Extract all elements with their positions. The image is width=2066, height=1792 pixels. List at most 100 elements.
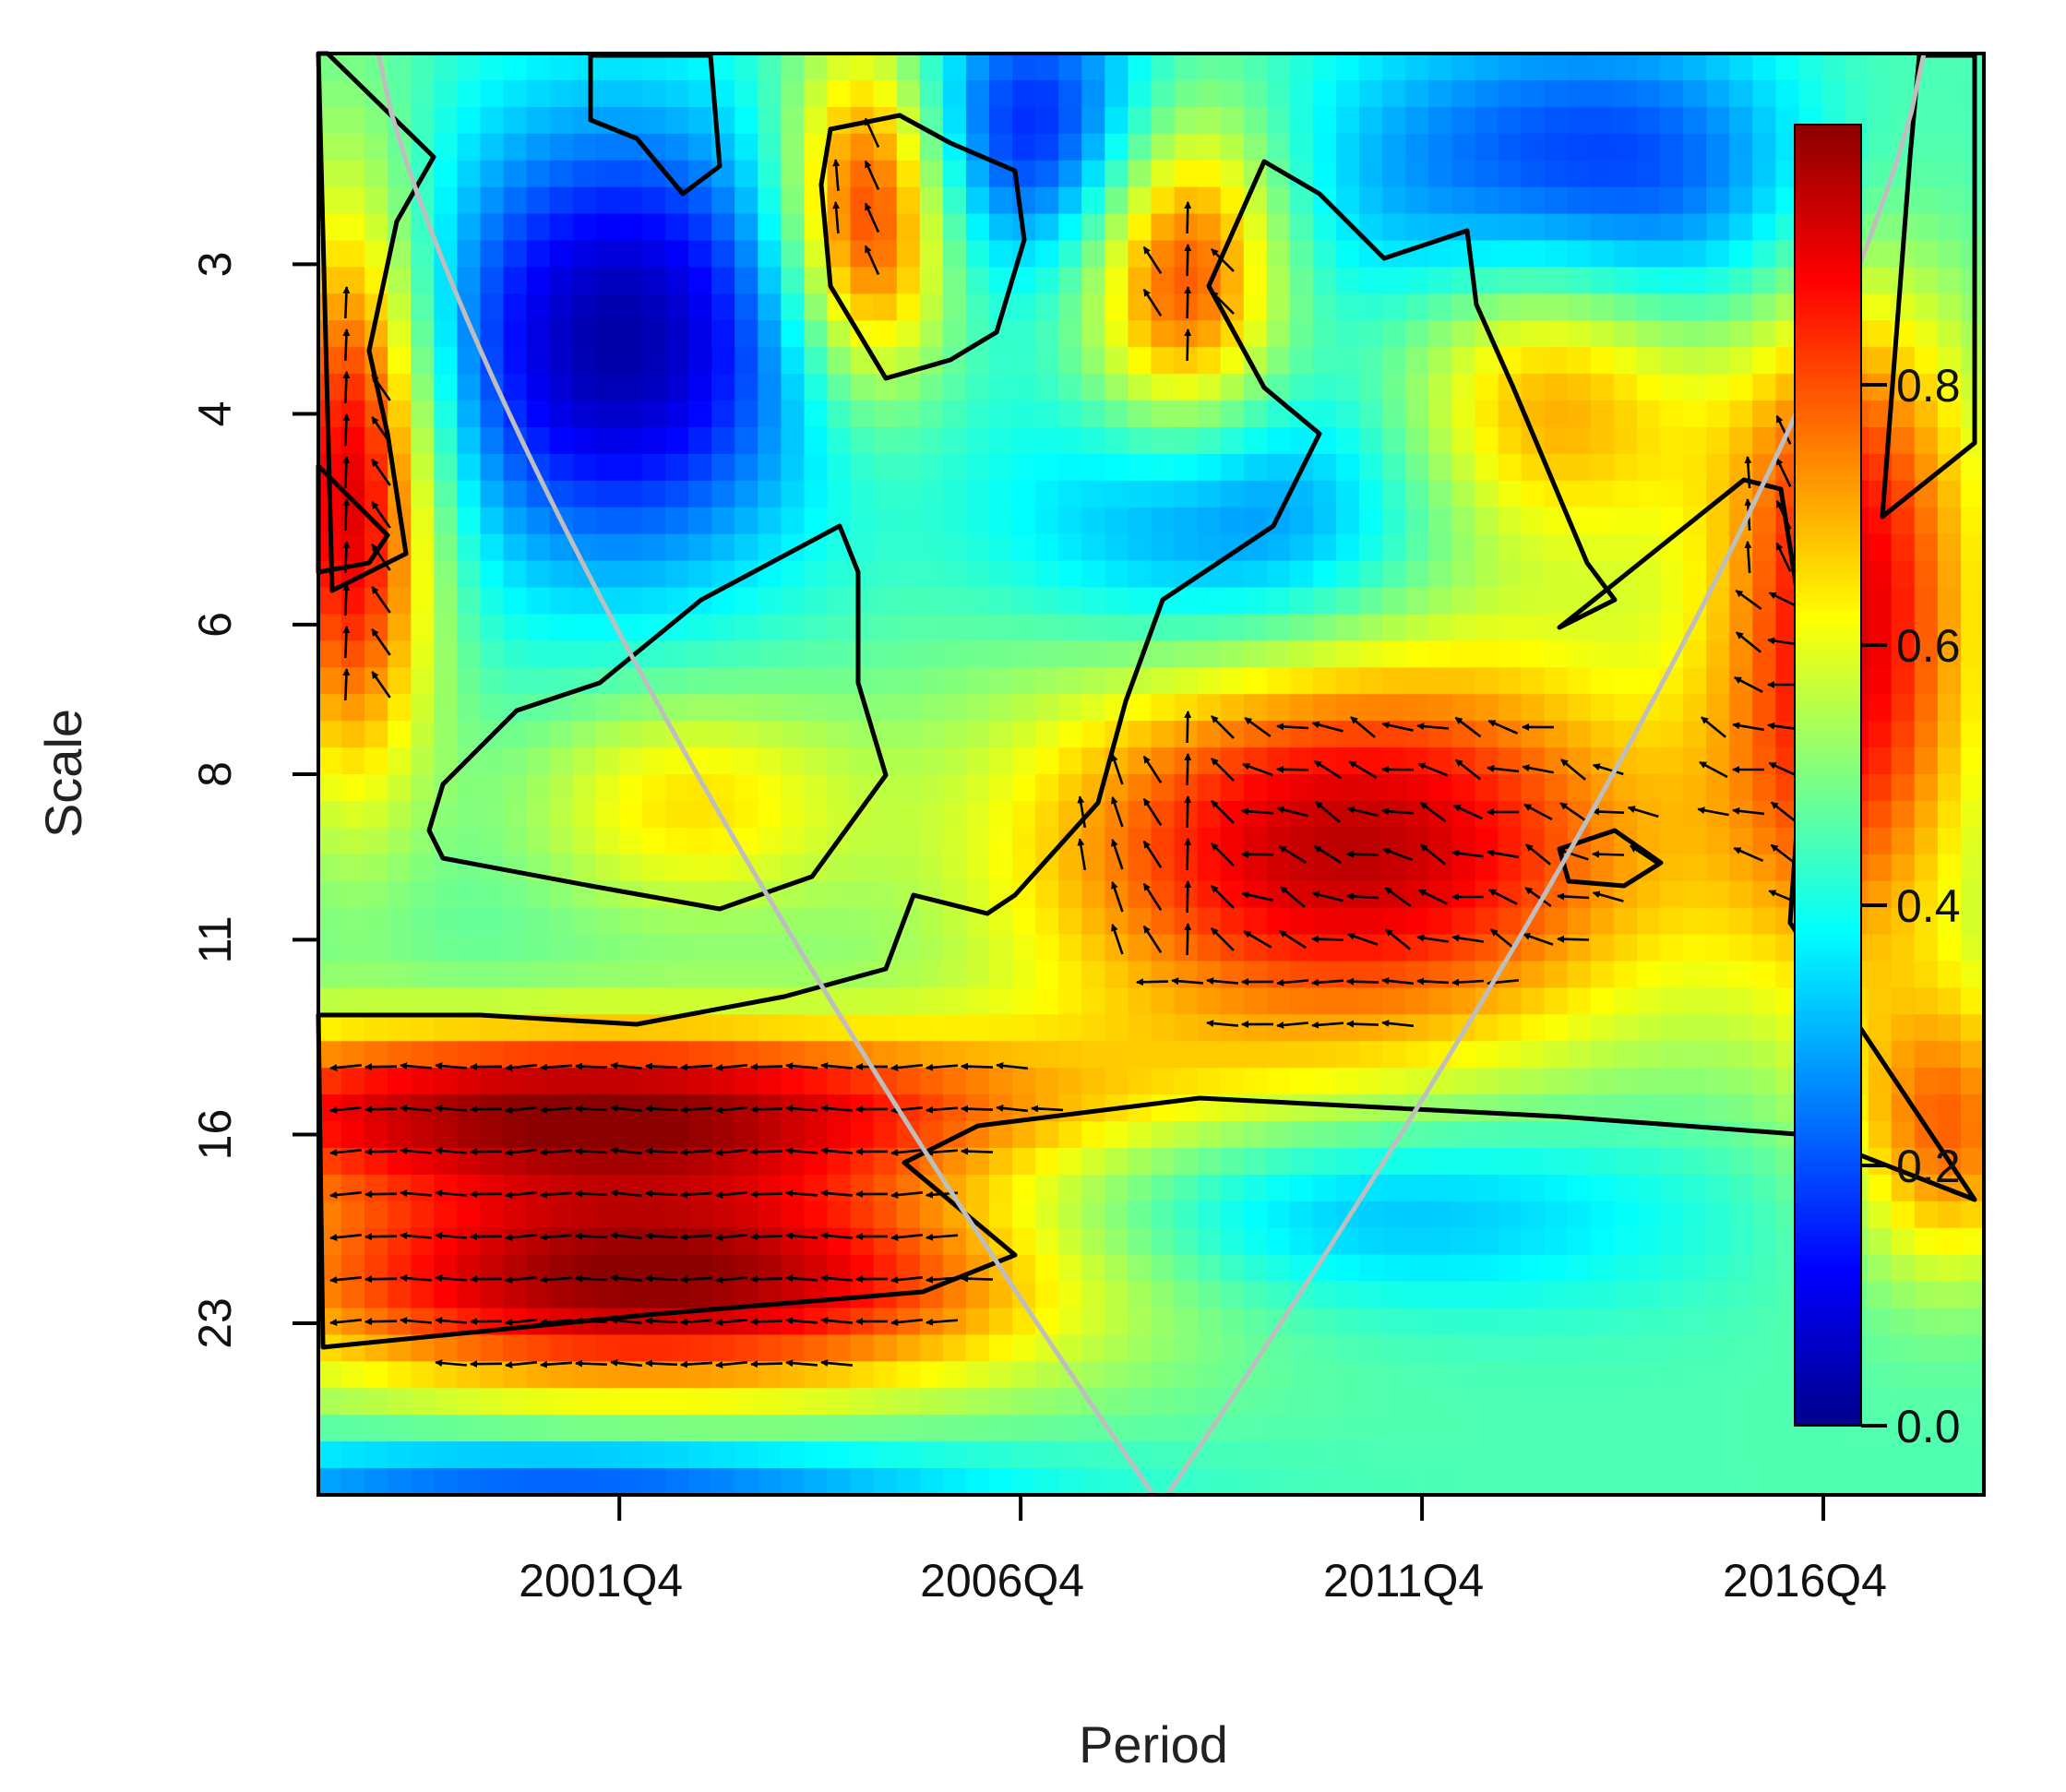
heatmap-cell — [1660, 1014, 1684, 1042]
heatmap-cell — [919, 1415, 944, 1442]
heatmap-cell — [526, 907, 551, 936]
heatmap-cell — [989, 747, 1013, 775]
heatmap-cell — [457, 1254, 482, 1283]
heatmap-cell — [1660, 1068, 1684, 1095]
heatmap-cell — [480, 267, 505, 294]
heatmap-cell — [1174, 1014, 1199, 1042]
heatmap-cell — [1243, 1468, 1268, 1496]
heatmap-cell — [1475, 213, 1499, 242]
heatmap-cell — [480, 1361, 505, 1389]
heatmap-cell — [1498, 240, 1523, 269]
heatmap-cell — [1544, 1281, 1569, 1309]
heatmap-cell — [503, 747, 528, 775]
heatmap-cell — [1590, 293, 1615, 321]
heatmap-cell — [1035, 160, 1059, 188]
heatmap-cell — [1105, 1254, 1129, 1283]
heatmap-cell — [480, 106, 505, 135]
heatmap-cell — [1220, 453, 1245, 482]
heatmap-cell — [457, 614, 482, 641]
heatmap-cell — [1405, 480, 1429, 508]
heatmap-cell — [1613, 961, 1638, 989]
heatmap-cell — [318, 961, 342, 989]
heatmap-cell — [1590, 1041, 1615, 1069]
heatmap-cell — [388, 54, 412, 81]
heatmap-cell — [1128, 1121, 1152, 1149]
heatmap-cell — [942, 1415, 967, 1442]
heatmap-cell — [411, 1281, 435, 1309]
heatmap-cell — [1336, 800, 1360, 829]
heatmap-cell — [1128, 1361, 1152, 1389]
phase-arrow — [1142, 882, 1163, 912]
heatmap-cell — [618, 320, 643, 348]
heatmap-cell — [1105, 54, 1129, 81]
heatmap-cell — [1660, 880, 1684, 909]
heatmap-cell — [1683, 1361, 1707, 1389]
phase-arrow — [505, 1276, 538, 1284]
heatmap-cell — [1359, 1441, 1383, 1469]
heatmap-cell — [758, 1227, 782, 1256]
heatmap-cell — [434, 400, 459, 428]
heatmap-cell — [341, 106, 365, 135]
heatmap-cell — [989, 667, 1013, 695]
heatmap-cell — [965, 667, 990, 695]
heatmap-cell — [1729, 54, 1753, 81]
heatmap-cell — [364, 426, 388, 455]
heatmap-cell — [919, 694, 944, 722]
phase-arrow — [1488, 889, 1518, 905]
heatmap-cell — [781, 747, 806, 775]
heatmap-cell — [873, 54, 898, 81]
heatmap-cell — [618, 1334, 643, 1362]
heatmap-cell — [1752, 800, 1776, 829]
heatmap-cell — [1729, 240, 1753, 269]
heatmap-cell — [919, 721, 944, 748]
heatmap-cell — [850, 1068, 875, 1095]
heatmap-cell — [1012, 426, 1036, 455]
heatmap-cell — [965, 721, 990, 748]
heatmap-cell — [1706, 1201, 1730, 1229]
heatmap-cell — [1359, 1201, 1383, 1229]
heatmap-cell — [1660, 1174, 1684, 1202]
heatmap-cell — [1105, 1361, 1129, 1389]
heatmap-cell — [1382, 347, 1406, 375]
heatmap-cell — [1451, 587, 1476, 615]
heatmap-cell — [1128, 186, 1152, 215]
phase-arrow — [1775, 542, 1792, 572]
heatmap-cell — [1660, 426, 1684, 455]
heatmap-cell — [1359, 347, 1383, 375]
heatmap-cell — [1475, 347, 1499, 375]
heatmap-cell — [1891, 1361, 1916, 1389]
heatmap-cell — [919, 827, 944, 855]
phase-arrow — [1524, 887, 1552, 907]
heatmap-cell — [850, 907, 875, 936]
heatmap-cell — [989, 774, 1013, 802]
heatmap-cell — [1613, 186, 1638, 215]
heatmap-cell — [1012, 374, 1036, 401]
heatmap-cell — [1914, 800, 1939, 829]
heatmap-cell — [1868, 1121, 1893, 1149]
heatmap-cell — [1428, 880, 1452, 909]
heatmap-cell — [480, 694, 505, 722]
heatmap-cell — [850, 293, 875, 321]
heatmap-cell — [618, 961, 643, 989]
heatmap-cell — [1151, 987, 1176, 1015]
heatmap-cell — [804, 1068, 829, 1095]
phase-arrow — [890, 1064, 924, 1071]
heatmap-cell — [641, 453, 666, 482]
heatmap-cell — [1752, 186, 1776, 215]
heatmap-cell — [1058, 267, 1082, 294]
heatmap-cell — [1752, 827, 1776, 855]
heatmap-cell — [572, 426, 597, 455]
heatmap-cell — [711, 934, 735, 962]
heatmap-cell — [526, 1174, 551, 1202]
heatmap-cell — [1937, 160, 1962, 188]
heatmap-cell — [1058, 1227, 1082, 1256]
heatmap-cell — [711, 54, 735, 81]
heatmap-cell — [1266, 453, 1291, 482]
heatmap-cell — [1081, 1174, 1105, 1202]
heatmap-cell — [781, 267, 806, 294]
heatmap-cell — [1128, 320, 1152, 348]
phase-arrow — [342, 541, 351, 574]
heatmap-cell — [1636, 1014, 1661, 1042]
heatmap-cell — [388, 79, 412, 108]
heatmap-cell — [1105, 106, 1129, 135]
